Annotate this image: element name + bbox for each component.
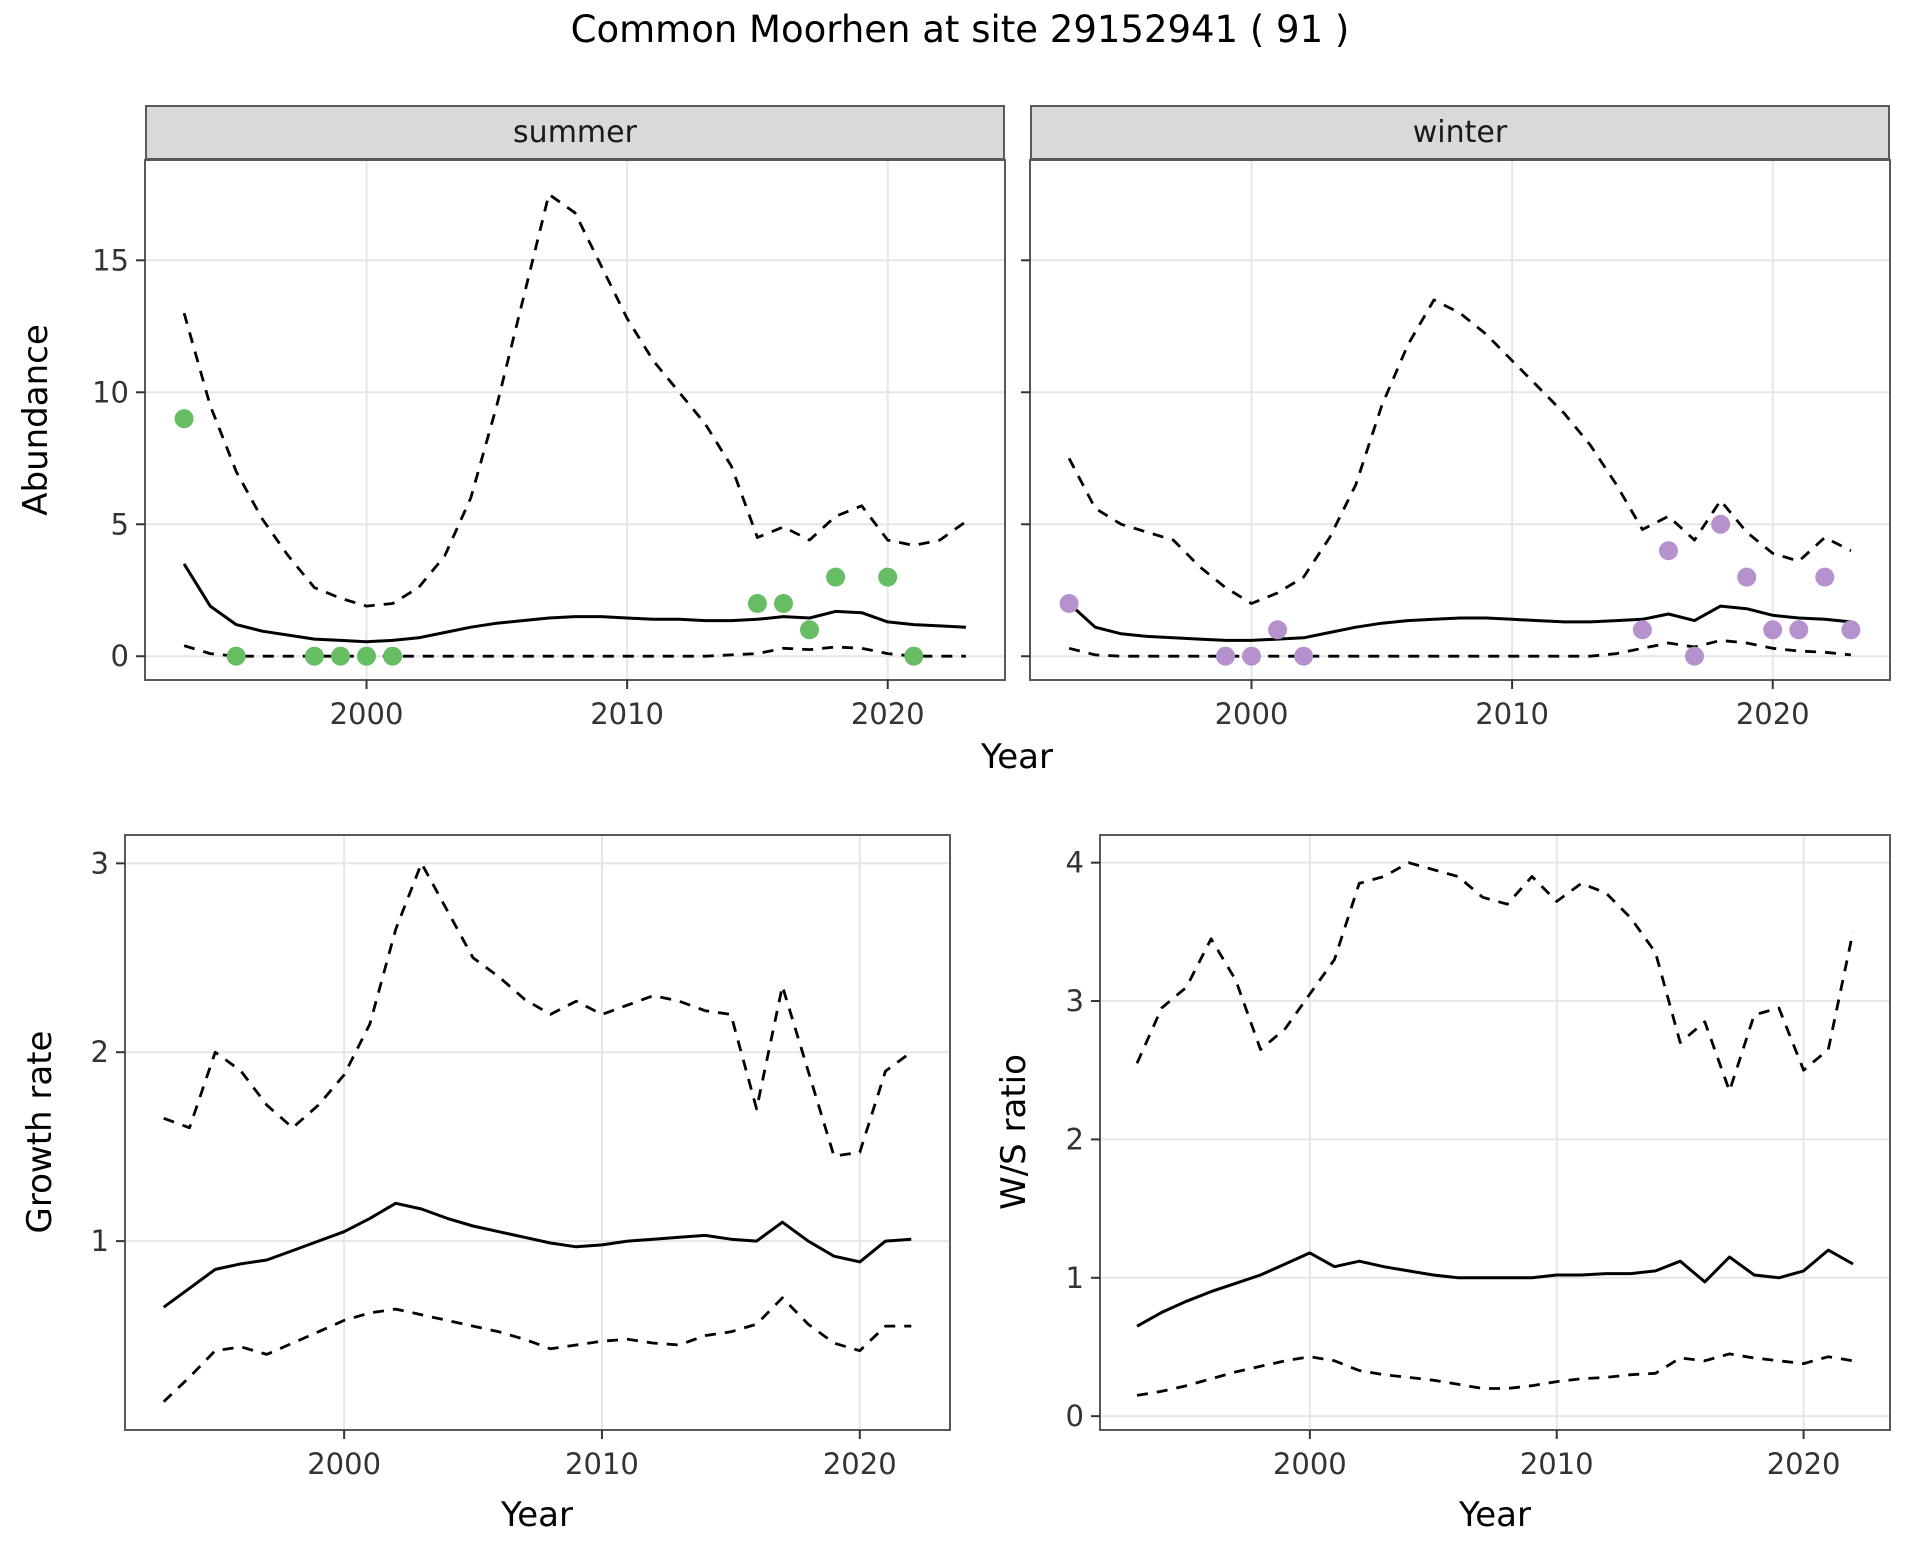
observation-point xyxy=(331,646,350,666)
observation-point xyxy=(383,646,403,666)
abundance-x-axis-title: Year xyxy=(981,737,1053,777)
observation-point xyxy=(1685,646,1704,666)
observation-point xyxy=(1216,646,1235,666)
y-tick-label: 1 xyxy=(91,1224,109,1258)
x-tick-label: 2020 xyxy=(1767,1447,1841,1481)
panel-growth-rate: 2000 2010 2020 1 2 3 xyxy=(91,834,951,1481)
observation-point xyxy=(1841,620,1861,640)
observation-point xyxy=(774,594,793,613)
observation-point xyxy=(800,620,819,640)
y-tick-label: 0 xyxy=(1066,1399,1084,1433)
upper-ci-line xyxy=(1135,861,1855,1093)
observation-point xyxy=(174,409,194,429)
observation-point xyxy=(1815,567,1835,587)
panel-ws-ratio: 2000 2010 2020 0 1 2 3 4 xyxy=(1066,834,1891,1481)
y-tick-label: 4 xyxy=(1066,846,1084,880)
observation-point xyxy=(226,646,246,666)
median-line xyxy=(182,563,966,644)
x-tick-label: 2020 xyxy=(823,1447,897,1481)
x-tick-label: 2000 xyxy=(1215,697,1289,731)
observation-point xyxy=(1763,620,1783,640)
ws-ratio-x-axis-title: Year xyxy=(1459,1495,1531,1535)
panel-background xyxy=(125,835,950,1430)
facet-label-summer: summer xyxy=(513,115,637,150)
x-tick-label: 2010 xyxy=(1520,1447,1594,1481)
median-line xyxy=(1136,1248,1854,1328)
panel-abundance-winter: 2000 2010 2020 xyxy=(1021,159,1891,731)
y-tick-label: 10 xyxy=(92,375,129,409)
observation-point xyxy=(826,567,846,587)
plot-title: Common Moorhen at site 29152941 ( 91 ) xyxy=(570,8,1350,51)
lower-ci-line xyxy=(1136,1352,1854,1397)
y-tick-label: 15 xyxy=(92,243,129,277)
upper-ci-line xyxy=(163,861,913,1158)
facet-label-winter: winter xyxy=(1412,115,1508,150)
x-tick-label: 2010 xyxy=(565,1447,639,1481)
y-tick-label: 3 xyxy=(91,846,109,880)
x-tick-label: 2000 xyxy=(1273,1447,1347,1481)
panel-border xyxy=(124,834,951,1431)
observation-point xyxy=(878,567,898,587)
panel-border xyxy=(144,159,1006,681)
lower-ci-line xyxy=(162,1296,912,1403)
growth-rate-y-axis-title: Growth rate xyxy=(20,1030,60,1234)
x-tick-label: 2010 xyxy=(1475,697,1549,731)
panel-border xyxy=(1099,834,1891,1431)
upper-ci-line xyxy=(182,192,967,608)
observation-point xyxy=(304,646,324,666)
abundance-y-axis-title: Abundance xyxy=(16,324,56,516)
y-tick-label: 1 xyxy=(1066,1261,1084,1295)
observation-point xyxy=(1268,620,1288,640)
panel-background xyxy=(145,160,1005,680)
median-line xyxy=(1068,602,1852,642)
y-tick-label: 2 xyxy=(1066,1122,1084,1156)
x-tick-label: 2000 xyxy=(330,697,404,731)
observation-point xyxy=(747,594,767,613)
y-tick-label: 0 xyxy=(111,639,129,673)
observation-point xyxy=(1659,541,1678,561)
x-tick-label: 2020 xyxy=(1736,697,1810,731)
observation-point xyxy=(357,646,376,666)
ws-ratio-y-axis-title: W/S ratio xyxy=(994,1054,1034,1210)
observation-point xyxy=(1789,620,1809,640)
growth-rate-x-axis-title: Year xyxy=(501,1495,573,1535)
observation-point xyxy=(1632,620,1652,640)
x-tick-label: 2020 xyxy=(851,697,925,731)
observation-point xyxy=(1242,646,1261,666)
y-tick-label: 5 xyxy=(111,507,129,541)
observation-point xyxy=(1294,646,1314,666)
x-tick-label: 2000 xyxy=(307,1447,381,1481)
x-tick-label: 2010 xyxy=(590,697,664,731)
y-tick-label: 2 xyxy=(91,1035,109,1069)
panel-background xyxy=(1030,160,1890,680)
observation-point xyxy=(1711,514,1731,534)
y-tick-label: 3 xyxy=(1066,984,1084,1018)
observation-point xyxy=(1059,594,1079,613)
observation-point xyxy=(904,646,924,666)
facet-strip-winter: winter xyxy=(1030,105,1890,160)
panel-border xyxy=(1029,159,1891,681)
panel-background xyxy=(1100,835,1890,1430)
facet-strip-summer: summer xyxy=(145,105,1005,160)
median-line xyxy=(162,1201,912,1309)
observation-point xyxy=(1737,567,1757,587)
panel-abundance-summer: 2000 2010 2020 0 5 10 15 xyxy=(92,159,1006,731)
